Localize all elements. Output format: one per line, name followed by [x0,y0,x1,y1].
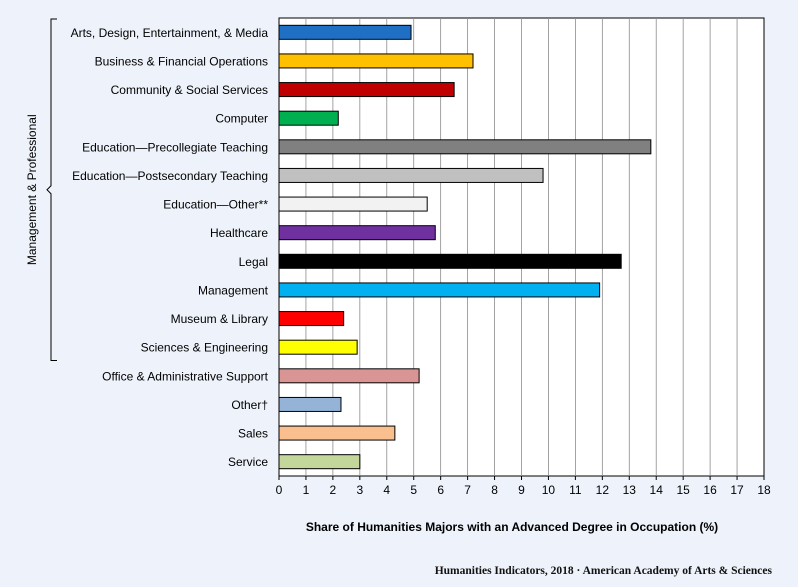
x-tick-label: 16 [703,483,717,497]
category-label: Community & Social Services [111,83,268,97]
x-tick-label: 7 [464,483,471,497]
category-label: Healthcare [210,226,268,240]
category-label: Sales [238,427,268,441]
category-label: Management [198,283,269,297]
x-axis-label: Share of Humanities Majors with an Advan… [306,520,718,534]
group-bracket: Management & Professional [25,18,57,361]
bar [278,282,601,298]
bar [278,253,622,269]
x-tick-label: 8 [491,483,498,497]
x-tick-label: 18 [757,483,771,497]
bar [278,454,361,470]
x-tick-label: 2 [330,483,337,497]
bar [278,24,412,40]
x-axis-ticks: 0 1 2 3 4 5 6 7 8 9 10 11 12 13 14 15 16 17 18 [276,476,771,497]
x-tick-label: 14 [650,483,664,497]
x-tick-label: 13 [623,483,637,497]
category-label: Education—Precollegiate Teaching [82,140,268,154]
category-label: Arts, Design, Entertainment, & Media [71,26,269,40]
x-tick-label: 17 [730,483,744,497]
x-tick-label: 3 [356,483,363,497]
category-label: Business & Financial Operations [95,54,268,68]
category-label: Education—Postsecondary Teaching [72,169,268,183]
bars [278,24,652,470]
bar [278,396,342,412]
category-label: Service [228,455,268,469]
bracket-line [46,18,57,361]
category-label: Other† [231,398,268,412]
bar [278,339,358,355]
x-tick-label: 12 [596,483,610,497]
bar [278,196,428,212]
category-label: Legal [239,255,268,269]
bar [278,110,339,126]
bar [278,82,455,98]
category-label: Sciences & Engineering [141,341,268,355]
x-tick-label: 5 [410,483,417,497]
bar [278,225,436,241]
bar [278,167,544,183]
bar [278,425,396,441]
bar [278,368,420,384]
category-labels: Arts, Design, Entertainment, & Media Busi… [71,26,269,469]
x-tick-label: 1 [303,483,310,497]
category-label: Education—Other** [163,198,268,212]
footer-credit: Humanities Indicators, 2018 · American A… [434,565,772,577]
category-label: Computer [215,112,268,126]
x-tick-label: 15 [676,483,690,497]
category-label: Museum & Library [171,312,268,326]
x-tick-label: 0 [276,483,283,497]
x-tick-label: 6 [437,483,444,497]
x-tick-label: 4 [383,483,390,497]
group-label: Management & Professional [25,114,39,265]
x-tick-label: 9 [518,483,525,497]
bar [278,311,345,327]
bar [278,53,474,69]
x-tick-label: 11 [569,483,582,497]
x-tick-label: 10 [542,483,556,497]
category-label: Office & Administrative Support [102,369,269,383]
bar [278,139,652,155]
